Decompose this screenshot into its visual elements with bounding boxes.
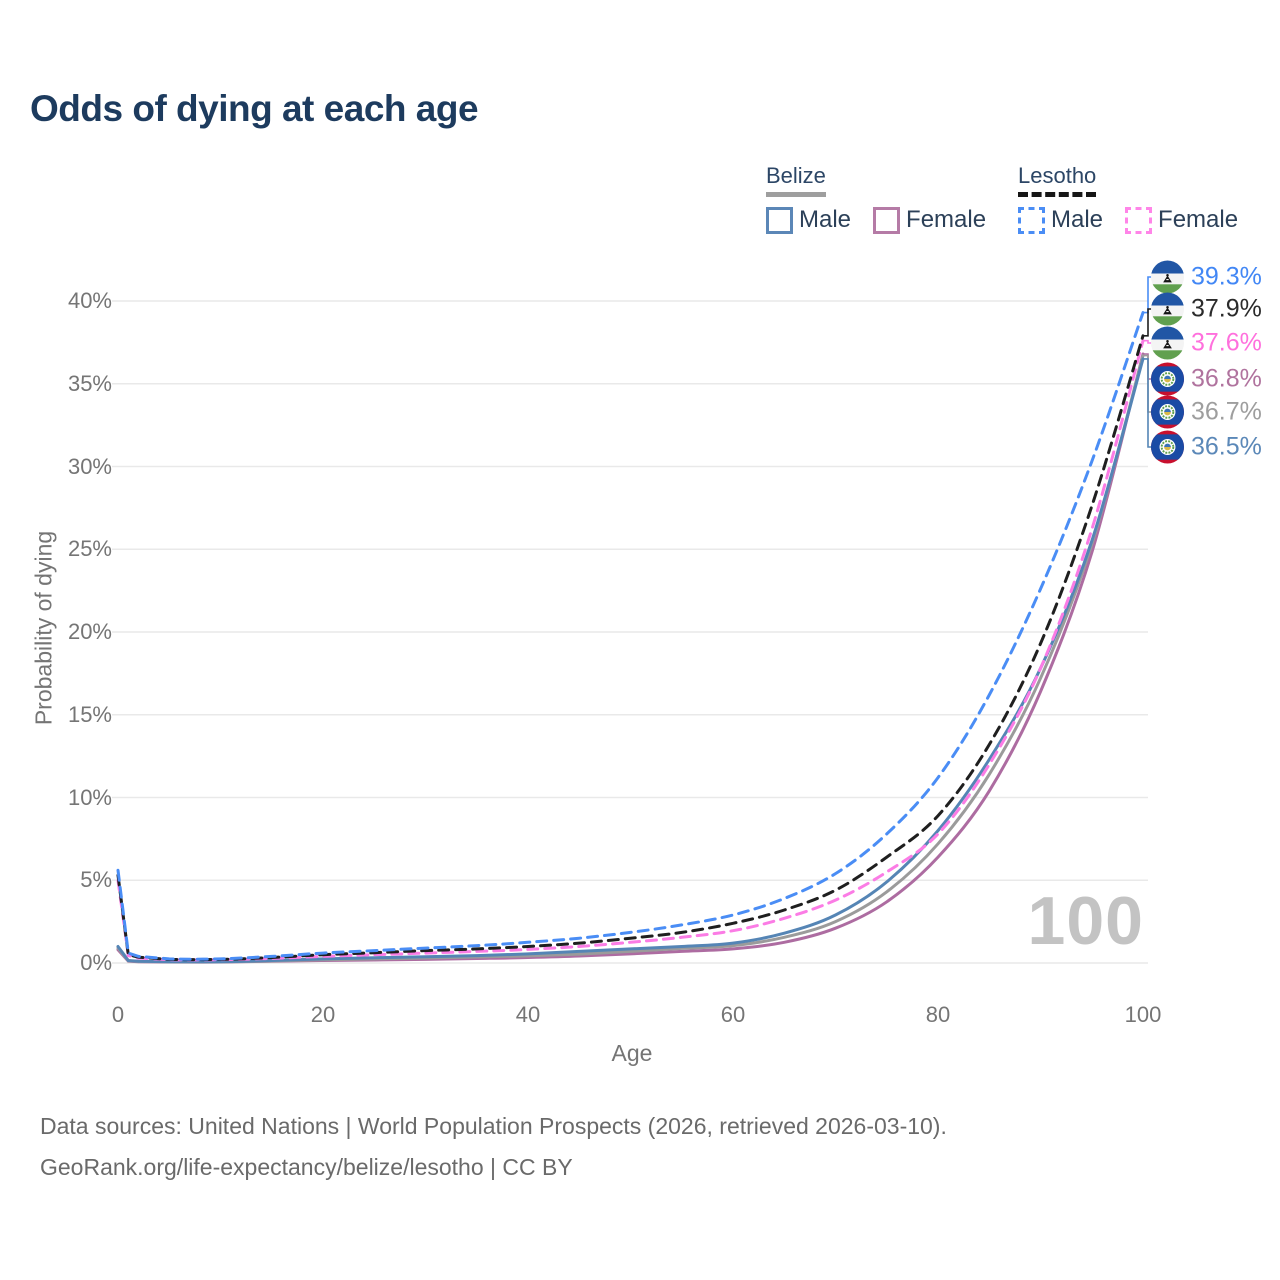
checkbox-icon-belize-female[interactable] <box>873 206 901 234</box>
legend-toggle-belize-male[interactable]: Male <box>766 206 851 234</box>
end-label-value: 37.6% <box>1191 328 1262 357</box>
page-title: Odds of dying at each age <box>30 88 479 129</box>
legend-country-belize[interactable]: Belize <box>766 163 826 197</box>
x-axis-title: Age <box>611 1040 653 1066</box>
legend-group-lesotho: Lesotho Male Female <box>1018 163 1238 234</box>
age-watermark: 100 <box>1027 883 1144 959</box>
legend-toggle-lesotho-female[interactable]: Female <box>1125 206 1238 234</box>
end-label-value: 36.5% <box>1191 432 1262 461</box>
y-tick-label: 15% <box>67 701 112 727</box>
y-tick-label: 20% <box>67 619 112 644</box>
footer: Data sources: United Nations | World Pop… <box>40 1106 947 1188</box>
end-label-row-lesotho-female: 37.6% <box>1150 326 1262 361</box>
legend-toggle-belize-female[interactable]: Female <box>873 206 986 234</box>
legend-label-lesotho-male: Male <box>1051 206 1104 233</box>
legend-group-belize: Belize Male Female <box>766 163 986 234</box>
series-line-lesotho-total[interactable] <box>116 334 1145 962</box>
y-tick-label: 25% <box>67 536 112 562</box>
x-tick-label: 40 <box>515 1002 541 1027</box>
end-label-value: 37.9% <box>1191 294 1262 323</box>
footer-line-1: Data sources: United Nations | World Pop… <box>40 1113 947 1139</box>
checkbox-icon-lesotho-female[interactable] <box>1125 206 1153 234</box>
x-tick-label: 80 <box>925 1002 951 1027</box>
legend-country-lesotho[interactable]: Lesotho <box>1018 163 1097 197</box>
end-label-row-belize-male: 36.5% <box>1150 430 1262 465</box>
end-label-value: 39.3% <box>1191 262 1262 291</box>
series-line-lesotho-male[interactable] <box>116 311 1145 961</box>
series-line-belize-female[interactable] <box>116 352 1145 964</box>
flag-icon-lesotho <box>1150 292 1185 326</box>
legend-label-belize-female: Female <box>906 206 987 233</box>
y-tick-label: 30% <box>67 453 112 479</box>
y-tick-label: 35% <box>67 370 112 396</box>
legend-label-belize-male: Male <box>799 206 852 233</box>
end-label-row-belize-total: 36.7% <box>1150 395 1262 430</box>
checkbox-icon-lesotho-male[interactable] <box>1018 206 1045 234</box>
flag-icon-lesotho <box>1150 326 1185 360</box>
end-label-row-lesotho-total: 37.9% <box>1150 292 1262 327</box>
x-tick-label: 100 <box>1124 1002 1162 1027</box>
y-tick-label: 10% <box>67 784 112 810</box>
x-tick-label: 20 <box>310 1002 336 1027</box>
legend-label-lesotho-female: Female <box>1158 206 1239 233</box>
connector-line-lesotho-total <box>1143 308 1153 337</box>
flag-icon-belize <box>1150 395 1185 429</box>
series-line-belize-male[interactable] <box>116 357 1145 964</box>
flag-icon-lesotho <box>1150 260 1185 294</box>
series-line-belize-total[interactable] <box>116 354 1145 964</box>
end-label-row-belize-female: 36.8% <box>1150 362 1262 397</box>
y-tick-label: 5% <box>80 867 112 893</box>
series-line-lesotho-female[interactable] <box>116 339 1145 962</box>
flag-icon-belize <box>1150 362 1185 396</box>
checkbox-icon-belize-male[interactable] <box>766 206 793 234</box>
footer-line-2: GeoRank.org/life-expectancy/belize/lesot… <box>40 1154 573 1180</box>
end-label-row-lesotho-male: 39.3% <box>1150 260 1262 295</box>
x-tick-label: 60 <box>720 1002 746 1027</box>
connector-line-lesotho-female <box>1143 339 1153 344</box>
legend-toggle-lesotho-male[interactable]: Male <box>1018 206 1103 234</box>
connector-line-lesotho-male <box>1143 276 1153 314</box>
end-label-value: 36.7% <box>1191 397 1262 426</box>
connector-line-belize-male <box>1143 358 1153 448</box>
x-tick-label: 0 <box>111 1002 125 1027</box>
flag-icon-belize <box>1150 430 1185 464</box>
y-tick-label: 0% <box>80 950 112 975</box>
y-axis-title: Probability of dying <box>30 530 57 726</box>
end-label-value: 36.8% <box>1191 364 1262 393</box>
y-tick-label: 40% <box>67 288 112 313</box>
